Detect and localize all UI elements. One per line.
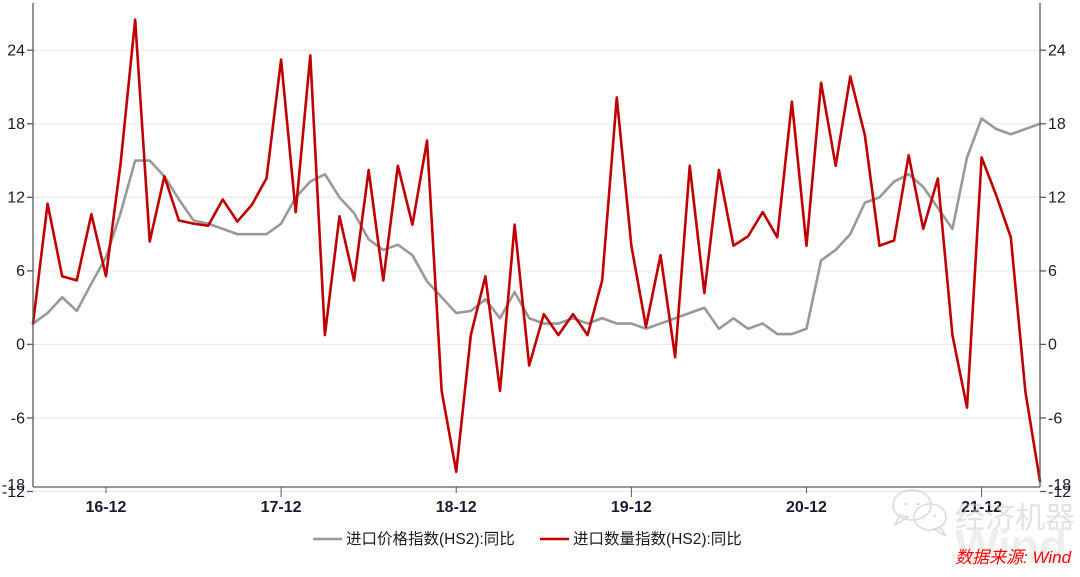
svg-text:进口数量指数(HS2):同比: 进口数量指数(HS2):同比 (573, 530, 742, 548)
svg-text:-6: -6 (1048, 410, 1062, 427)
svg-text:6: 6 (16, 263, 25, 280)
svg-text:-6: -6 (11, 410, 25, 427)
svg-text:12: 12 (7, 190, 25, 207)
svg-text:6: 6 (1048, 263, 1057, 280)
svg-text:-18: -18 (2, 477, 25, 494)
svg-text:16-12: 16-12 (86, 499, 127, 516)
svg-text:18-12: 18-12 (436, 499, 477, 516)
svg-text:0: 0 (16, 337, 25, 354)
svg-text:-18: -18 (1048, 477, 1071, 494)
svg-text:24: 24 (1048, 43, 1066, 60)
svg-text:0: 0 (1048, 337, 1057, 354)
svg-text:12: 12 (1048, 190, 1066, 207)
svg-text:18: 18 (1048, 116, 1066, 133)
svg-text:18: 18 (7, 116, 25, 133)
svg-text:17-12: 17-12 (261, 499, 302, 516)
svg-text:数据来源: Wind: 数据来源: Wind (955, 548, 1072, 567)
svg-text:进口价格指数(HS2):同比: 进口价格指数(HS2):同比 (346, 530, 515, 548)
svg-text:20-12: 20-12 (786, 499, 827, 516)
svg-text:19-12: 19-12 (611, 499, 652, 516)
svg-text:24: 24 (7, 43, 25, 60)
